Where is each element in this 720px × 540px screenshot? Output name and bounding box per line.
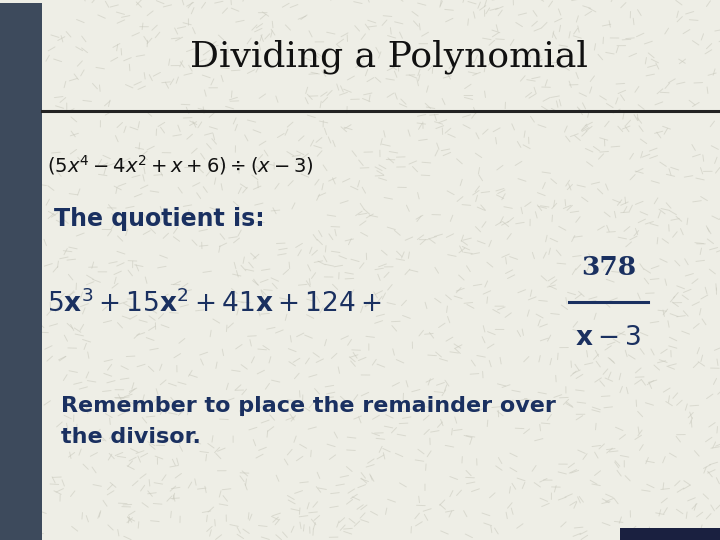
Text: $5\mathbf{x}^3 + 15\mathbf{x}^2 + 41\mathbf{x} + 124 +$: $5\mathbf{x}^3 + 15\mathbf{x}^2 + 41\mat…: [47, 288, 381, 316]
Text: Dividing a Polynomial: Dividing a Polynomial: [190, 39, 588, 74]
FancyBboxPatch shape: [0, 3, 42, 540]
Text: $\left(5x^4 - 4x^2 + x + 6\right) \div (x - 3)$: $\left(5x^4 - 4x^2 + x + 6\right) \div (…: [47, 153, 313, 177]
Text: $\mathbf{x} - 3$: $\mathbf{x} - 3$: [575, 325, 642, 350]
FancyBboxPatch shape: [620, 528, 720, 540]
Text: Remember to place the remainder over
the divisor.: Remember to place the remainder over the…: [61, 396, 556, 447]
Text: The quotient is:: The quotient is:: [54, 207, 265, 231]
Text: 378: 378: [581, 255, 636, 280]
